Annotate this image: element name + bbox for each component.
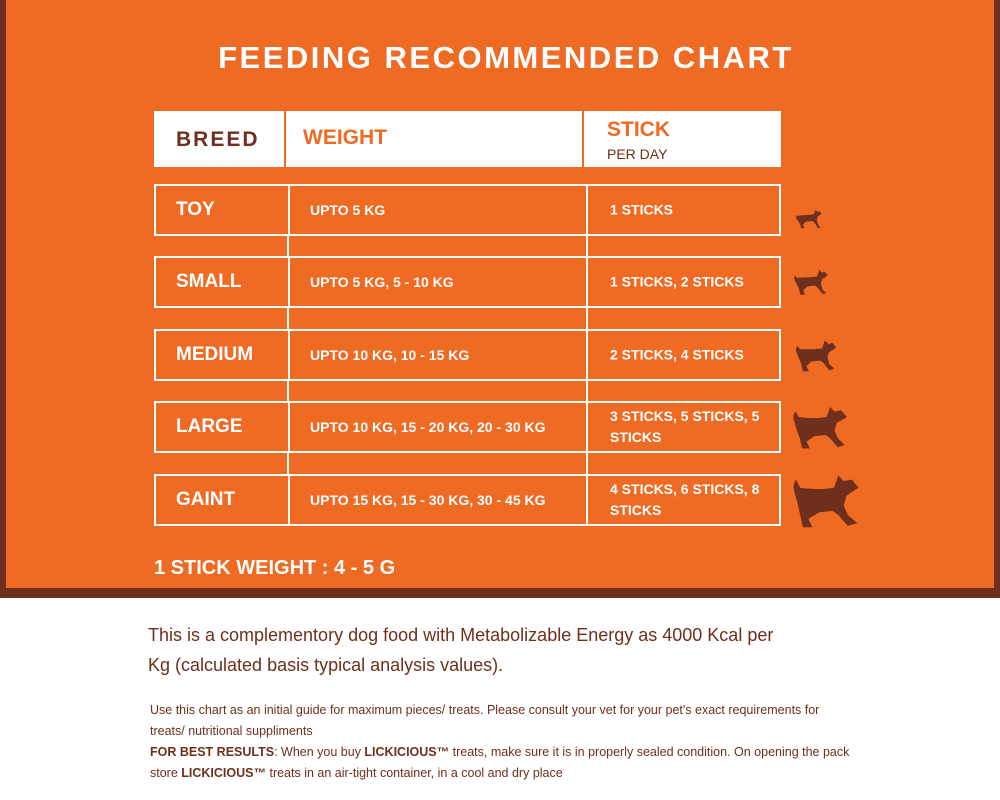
header-weight: WEIGHT [286,111,584,167]
weight-cell: UPTO 10 KG, 10 - 15 KG [310,347,470,363]
breed-cell: GAINT [176,489,236,510]
weight-cell: UPTO 10 KG, 15 - 20 KG, 20 - 30 KG [310,419,546,435]
dog-icon [793,475,859,528]
best-results-text: treats, make sure it is in properly seal… [150,745,850,780]
header-breed-label: BREED [176,128,260,151]
best-results-text: treats in an air-tight container, in a c… [266,766,563,780]
sticks-cell: 2 STICKS, 4 STICKS [610,346,744,363]
breed-cell: LARGE [176,416,243,437]
table-row: GAINT UPTO 15 KG, 15 - 30 KG, 30 - 45 KG… [154,474,781,526]
header-breed: BREED [154,111,286,167]
table-row: TOY UPTO 5 KG 1 STICKS [154,184,781,236]
table-row: LARGE UPTO 10 KG, 15 - 20 KG, 20 - 30 KG… [154,401,781,453]
connector-line [586,453,588,474]
table-row: MEDIUM UPTO 10 KG, 10 - 15 KG 2 STICKS, … [154,329,781,381]
feeding-chart-banner: FEEDING RECOMMENDED CHART BREED WEIGHT S… [0,0,1000,598]
dog-icon [795,340,837,372]
sticks-cell: 1 STICKS, 2 STICKS [610,273,744,290]
chart-title: FEEDING RECOMMENDED CHART [218,40,794,75]
connector-line [287,379,289,401]
weight-cell: UPTO 15 KG, 15 - 30 KG, 30 - 45 KG [310,492,546,508]
header-weight-label: WEIGHT [303,126,387,149]
weight-cell: UPTO 5 KG [310,202,386,218]
stick-weight-note: 1 STICK WEIGHT : 4 - 5 G [154,557,396,579]
connector-line [586,306,588,329]
best-results-text: : When you buy [274,745,365,759]
guide-note: Use this chart as an initial guide for m… [150,703,820,738]
table-row: SMALL UPTO 5 KG, 5 - 10 KG 1 STICKS, 2 S… [154,256,781,308]
connector-line [287,453,289,474]
breed-cell: TOY [176,199,215,220]
breed-cell: SMALL [176,271,242,292]
brand-name: LICKICIOUS™ [364,745,450,759]
breed-cell: MEDIUM [176,344,254,365]
header-stick-sublabel: PER DAY [607,146,668,162]
energy-description: This is a complementory dog food with Me… [148,625,774,675]
sticks-cell: 4 STICKS, 6 STICKS, 8 STICKS [610,481,760,518]
brand-name: LICKICIOUS™ [181,766,266,780]
dog-icon [794,269,828,295]
connector-line [287,306,289,329]
connector-line [287,236,289,256]
dog-icon [793,406,847,449]
header-stick: STICK PER DAY [584,111,781,167]
weight-cell: UPTO 5 KG, 5 - 10 KG [310,274,454,290]
table-header: BREED WEIGHT STICK PER DAY [154,111,781,167]
sticks-cell: 1 STICKS [610,201,674,218]
best-results-label: FOR BEST RESULTS [150,745,275,759]
sticks-cell: 3 STICKS, 5 STICKS, 5 STICKS [610,408,760,445]
best-results-note: FOR BEST RESULTS: When you buy LICKICIOU… [150,742,860,784]
connector-line [586,236,588,256]
header-stick-label: STICK [607,118,670,141]
dog-icon [796,209,822,229]
connector-line [586,379,588,401]
